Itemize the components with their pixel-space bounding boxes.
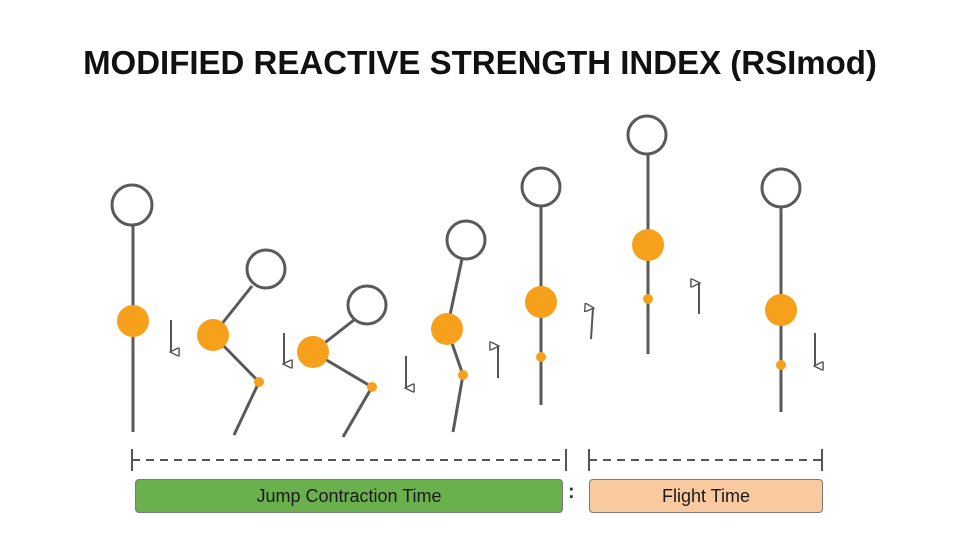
- hip-joint: [431, 313, 463, 345]
- jump-contraction-time-label: Jump Contraction Time: [256, 485, 442, 506]
- knee-joint: [367, 382, 377, 392]
- figure-standing: [110, 183, 154, 432]
- hip-joint: [197, 319, 229, 351]
- hip-joint: [765, 294, 797, 326]
- knee-joint: [536, 352, 546, 362]
- figure-flight: [626, 114, 668, 354]
- knee-joint: [254, 377, 264, 387]
- diagram-title: MODIFIED REACTIVE STRENGTH INDEX (RSImod…: [83, 44, 877, 81]
- arrow-up-icon: [591, 308, 593, 340]
- hip-joint: [117, 305, 149, 337]
- knee-joint: [458, 370, 468, 380]
- bracket-jump-contraction: [131, 449, 567, 471]
- hip-joint: [297, 336, 329, 368]
- figure-descending: [197, 248, 287, 436]
- jump-contraction-time-box: Jump Contraction Time: [135, 479, 563, 513]
- figure-rising: [431, 219, 487, 433]
- knee-joint: [643, 294, 653, 304]
- hip-joint: [525, 286, 557, 318]
- figure-landing: [760, 167, 802, 412]
- ratio-separator: :: [568, 481, 575, 503]
- bracket-flight: [588, 449, 823, 471]
- hip-joint: [632, 229, 664, 261]
- figure-takeoff: [520, 166, 562, 405]
- figure-deep-squat: [297, 284, 388, 438]
- flight-time-label: Flight Time: [661, 485, 751, 506]
- knee-joint: [776, 360, 786, 370]
- flight-time-box: Flight Time: [589, 479, 823, 513]
